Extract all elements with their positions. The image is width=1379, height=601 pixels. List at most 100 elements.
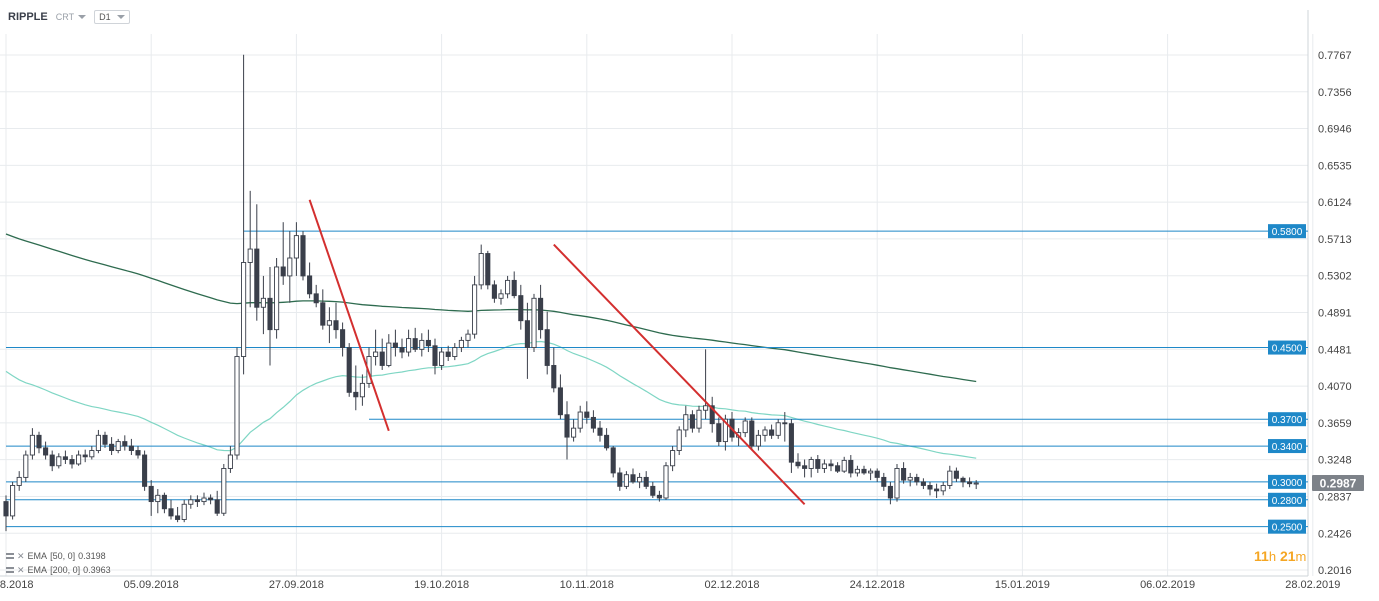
- candle-body: [656, 494, 662, 499]
- legend-params: [50, 0]: [50, 551, 76, 561]
- menu-icon[interactable]: [6, 567, 14, 573]
- candle-body: [307, 275, 313, 295]
- candle: [538, 284, 544, 339]
- candle-body: [907, 476, 913, 481]
- candle-body: [590, 416, 596, 429]
- candle-body: [577, 411, 583, 429]
- candle-body: [439, 351, 445, 366]
- level-tag: [1268, 474, 1306, 489]
- legend-value: 0.3198: [78, 551, 106, 561]
- y-tick-label: 0.6946: [1318, 124, 1352, 136]
- y-tick-label: 0.7356: [1318, 87, 1352, 99]
- candle-body: [920, 481, 926, 486]
- candle-body: [49, 454, 55, 467]
- level-label: 0.5800: [1272, 227, 1303, 238]
- candle-body: [194, 499, 200, 503]
- candle: [947, 465, 953, 490]
- timer-hours-unit: h: [1268, 549, 1277, 564]
- candle: [861, 465, 867, 475]
- candle-body: [584, 411, 590, 418]
- candle-body: [241, 262, 247, 357]
- candle-body: [815, 459, 821, 469]
- candle: [894, 463, 900, 502]
- candle-body: [478, 253, 484, 286]
- candle: [201, 492, 207, 506]
- y-tick-label: 0.5302: [1318, 271, 1352, 283]
- candle: [69, 455, 75, 469]
- x-tick-label: 05.09.2018: [124, 579, 179, 591]
- timeframe-dropdown[interactable]: D1: [94, 10, 130, 24]
- candle-body: [287, 257, 293, 277]
- candle-body: [670, 450, 676, 467]
- candle: [689, 410, 695, 433]
- candle-body: [76, 454, 82, 465]
- candle: [564, 401, 570, 460]
- legend-params: [200, 0]: [50, 565, 81, 575]
- level-tag: [1268, 224, 1306, 239]
- y-tick-label: 0.3659: [1318, 418, 1352, 430]
- level-tag: [1268, 439, 1306, 454]
- candle: [808, 456, 814, 478]
- candle: [518, 284, 524, 330]
- level-tag: [1268, 492, 1306, 507]
- candle: [643, 471, 649, 490]
- candle-body: [326, 320, 332, 326]
- close-icon[interactable]: ✕: [17, 564, 25, 575]
- candle: [128, 438, 134, 456]
- candle: [142, 450, 148, 491]
- candle: [551, 347, 557, 393]
- candle: [722, 414, 728, 451]
- candle: [465, 329, 471, 348]
- chart-mode-dropdown[interactable]: CRT: [56, 12, 87, 22]
- candle-body: [696, 409, 702, 429]
- candle: [109, 437, 115, 456]
- candle-body: [260, 297, 266, 308]
- level-label: 0.3400: [1272, 442, 1303, 453]
- level-label: 0.3700: [1272, 415, 1303, 426]
- candle-body: [353, 391, 359, 398]
- current-price-label: 0.2987: [1320, 477, 1357, 491]
- close-icon[interactable]: ✕: [17, 550, 25, 561]
- y-tick-label: 0.4070: [1318, 381, 1352, 393]
- candle-body: [841, 459, 847, 472]
- candle: [379, 338, 385, 370]
- candle: [920, 478, 926, 490]
- candle: [848, 455, 854, 478]
- candle-body: [491, 284, 497, 299]
- menu-icon[interactable]: [6, 553, 14, 559]
- candle: [769, 424, 775, 439]
- candle-body: [604, 434, 610, 449]
- candle: [340, 322, 346, 357]
- candle-body: [901, 468, 907, 481]
- candle: [940, 481, 946, 496]
- candle-body: [221, 468, 227, 514]
- symbol-label[interactable]: RIPPLE: [8, 11, 48, 23]
- candle: [10, 481, 16, 520]
- candle-body: [69, 459, 75, 465]
- candle: [663, 462, 669, 500]
- candle-body: [755, 434, 761, 447]
- candle: [227, 446, 233, 473]
- candle: [914, 473, 920, 486]
- candle: [313, 284, 319, 308]
- level-label: 0.3000: [1272, 478, 1303, 489]
- candle: [650, 481, 656, 499]
- candle: [683, 405, 689, 438]
- candle-body: [175, 515, 181, 520]
- candle: [934, 483, 940, 499]
- candle-body: [142, 454, 148, 487]
- candle: [788, 419, 794, 473]
- candle: [531, 293, 537, 353]
- candle-body: [551, 365, 557, 389]
- candle: [656, 490, 662, 502]
- y-tick-label: 0.6535: [1318, 160, 1352, 172]
- candle: [887, 481, 893, 505]
- legend-item-ema50: ✕ EMA [50, 0] 0.3198: [6, 549, 111, 563]
- candle-body: [227, 454, 233, 469]
- y-tick-label: 0.4891: [1318, 308, 1352, 320]
- candle: [221, 463, 227, 516]
- candle-body: [683, 414, 689, 431]
- candle: [775, 419, 781, 439]
- y-tick-label: 0.2837: [1318, 491, 1352, 503]
